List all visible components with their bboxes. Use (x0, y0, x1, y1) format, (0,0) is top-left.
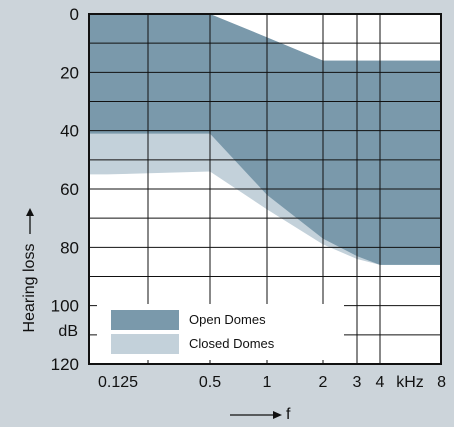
x-axis-arrow-head (273, 411, 282, 419)
y-axis-title-text: Hearing loss (21, 244, 38, 333)
y-unit-label: dB (58, 323, 78, 340)
plot-frame (88, 13, 442, 365)
x-tick-labels: 0.125 0.5 1 2 3 4 8 (98, 374, 446, 391)
x-tick-label: 4 (376, 374, 385, 391)
x-tick-label: 0.125 (98, 374, 138, 391)
y-tick-label: 60 (60, 180, 79, 199)
x-axis-title: f (286, 406, 291, 422)
area-open-domes (89, 14, 441, 265)
legend-swatch-open-domes (111, 310, 179, 330)
y-tick-label: 20 (60, 63, 79, 82)
y-axis-title: Hearing loss (21, 208, 38, 332)
x-tick-label: 0.5 (199, 374, 221, 391)
y-tick-label: 0 (70, 5, 79, 24)
x-tick-label: 8 (437, 374, 446, 391)
legend-label-closed-domes: Closed Domes (189, 336, 275, 351)
y-axis-arrow-head (26, 208, 34, 216)
x-tick-label: 2 (319, 374, 328, 391)
legend-swatch-closed-domes (111, 334, 179, 354)
y-tick-label: 120 (51, 355, 79, 374)
y-tick-label: 100 (51, 297, 79, 316)
y-tick-label: 80 (60, 238, 79, 257)
y-tick-label: 40 (60, 122, 79, 141)
x-tick-label: 3 (353, 374, 362, 391)
x-tick-label: 1 (263, 374, 272, 391)
area-series (89, 14, 441, 265)
x-unit-label: kHz (396, 374, 424, 391)
y-tick-labels: 0 20 40 60 80 100 120 (51, 5, 79, 374)
legend: Open Domes Closed Domes (97, 304, 344, 360)
legend-label-open-domes: Open Domes (189, 312, 266, 327)
